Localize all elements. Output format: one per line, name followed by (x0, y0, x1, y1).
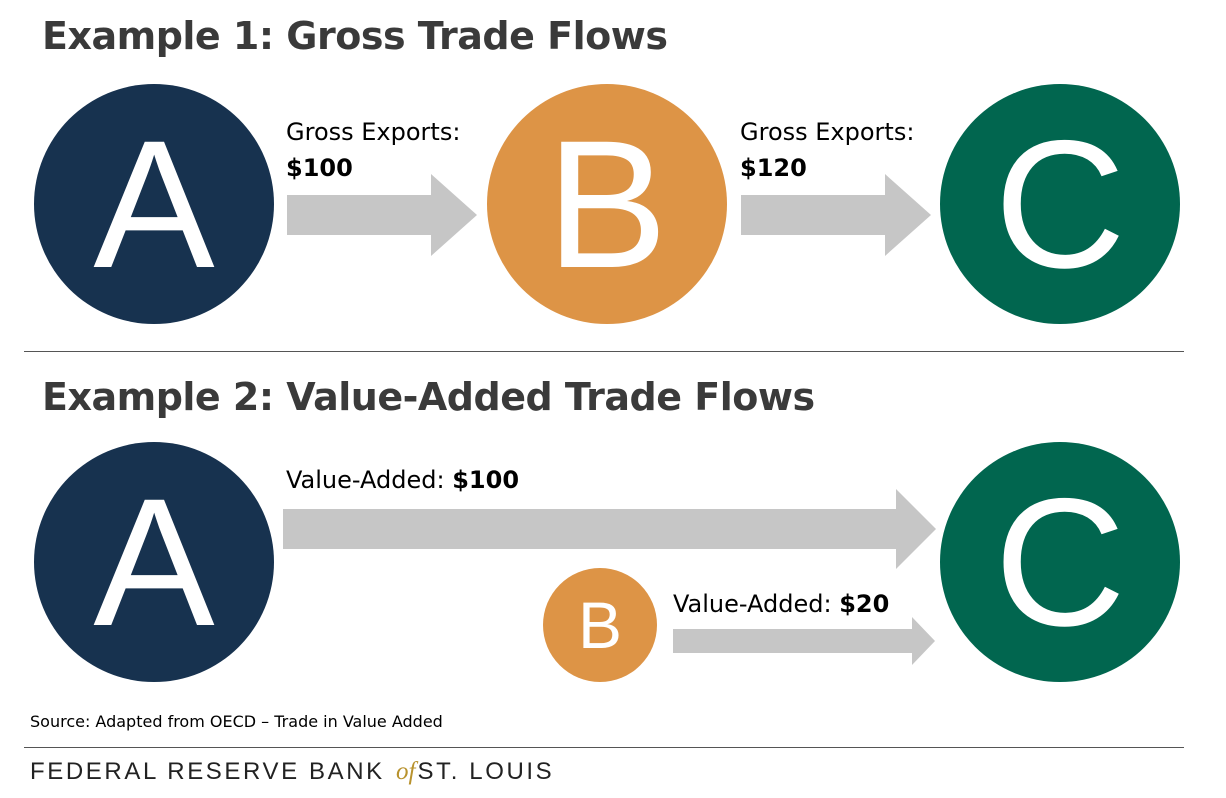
fed-st-louis-logo: FEDERAL RESERVE BANK ofST. LOUIS (30, 758, 554, 786)
arrow-shape (283, 489, 936, 569)
logo-text-right: ST. LOUIS (417, 758, 555, 785)
ex2-flow-ac-value: $100 (452, 466, 520, 494)
ex2-flow-ac-label: Value-Added: $100 (286, 462, 519, 498)
footer-divider (24, 747, 1184, 748)
ex1-flow-bc-label: Gross Exports: $120 (740, 114, 914, 186)
ex2-flow-bc-value: $20 (839, 590, 890, 618)
ex1-node-b: B (487, 84, 727, 324)
ex1-flow-ab-label: Gross Exports: $100 (286, 114, 460, 186)
ex1-flow-bc-value: $120 (740, 154, 807, 182)
ex1-flow-ab-value: $100 (286, 154, 353, 182)
ex1-node-a: A (34, 84, 274, 324)
ex1-arrow-bc (741, 174, 931, 256)
section-divider (24, 351, 1184, 352)
ex2-flow-bc-text: Value-Added: (673, 590, 832, 618)
example-2-title: Example 2: Value-Added Trade Flows (42, 375, 815, 419)
ex2-arrow-bc (673, 617, 935, 665)
ex2-node-c: C (940, 442, 1180, 682)
ex2-flow-ac-text: Value-Added: (286, 466, 445, 494)
ex2-arrow-ac (283, 489, 936, 569)
logo-text-left: FEDERAL RESERVE BANK (30, 758, 385, 785)
arrow-shape (287, 174, 477, 256)
ex2-node-a: A (34, 442, 274, 682)
ex2-flow-bc-label: Value-Added: $20 (673, 586, 889, 622)
ex2-node-b: B (543, 568, 657, 682)
ex1-arrow-ab (287, 174, 477, 256)
source-note: Source: Adapted from OECD – Trade in Val… (30, 712, 443, 731)
logo-text-of: of (396, 758, 416, 785)
ex1-node-c: C (940, 84, 1180, 324)
example-1-title: Example 1: Gross Trade Flows (42, 14, 668, 58)
ex1-flow-bc-text: Gross Exports: (740, 118, 915, 146)
ex1-flow-ab-text: Gross Exports: (286, 118, 461, 146)
arrow-shape (741, 174, 931, 256)
arrow-shape (673, 617, 935, 665)
